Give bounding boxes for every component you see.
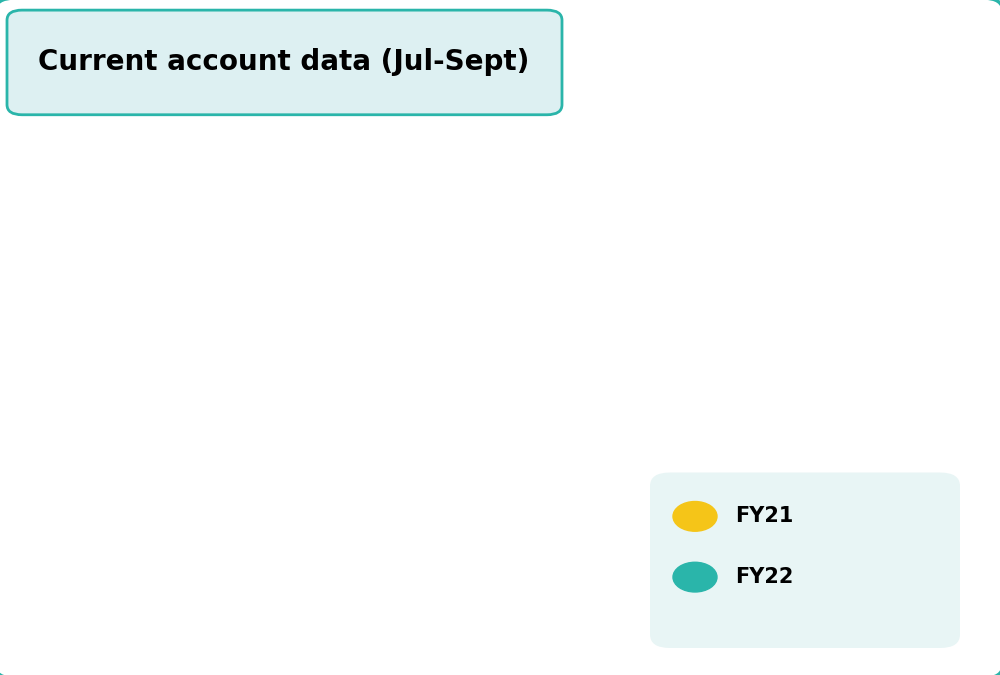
Bar — [220, 185, 420, 208]
Text: 5.3: 5.3 — [438, 440, 471, 459]
Text: $: $ — [426, 440, 438, 459]
Text: 7.1: 7.1 — [505, 566, 538, 585]
Text: Current account data (Jul-Sept): Current account data (Jul-Sept) — [38, 48, 529, 76]
Text: 5.35: 5.35 — [440, 187, 486, 206]
Text: $: $ — [609, 470, 621, 489]
Text: Trade deficit: Trade deficit — [57, 454, 205, 475]
Text: b: b — [486, 187, 498, 206]
Text: $: $ — [624, 313, 636, 332]
Text: b: b — [471, 440, 483, 459]
Text: 17.5: 17.5 — [894, 344, 940, 362]
Text: b: b — [542, 217, 554, 236]
Text: 7.2: 7.2 — [509, 217, 542, 236]
Text: 10.6: 10.6 — [636, 313, 682, 332]
Bar — [220, 595, 519, 618]
Text: 8: 8 — [539, 597, 552, 616]
Text: 10.2: 10.2 — [621, 470, 667, 489]
Text: Workers'
Remittances: Workers' Remittances — [58, 570, 205, 613]
Text: Export of Goods: Export of Goods — [16, 201, 205, 221]
Text: FY21: FY21 — [735, 506, 793, 526]
Bar — [220, 215, 490, 238]
Text: b: b — [682, 313, 694, 332]
Text: $: $ — [883, 344, 894, 362]
Text: b: b — [538, 566, 550, 585]
Bar — [220, 468, 602, 491]
Text: b: b — [940, 344, 952, 362]
Text: FY22: FY22 — [735, 567, 793, 587]
Text: b: b — [552, 597, 564, 616]
Text: $: $ — [428, 187, 440, 206]
Bar — [220, 438, 418, 460]
Text: $: $ — [493, 566, 505, 585]
Text: Import of Goods: Import of Goods — [15, 328, 205, 348]
Bar — [220, 311, 617, 334]
Text: $: $ — [497, 217, 509, 236]
Bar — [220, 342, 875, 365]
Bar — [220, 564, 486, 587]
Text: b: b — [667, 470, 679, 489]
Text: $: $ — [527, 597, 539, 616]
